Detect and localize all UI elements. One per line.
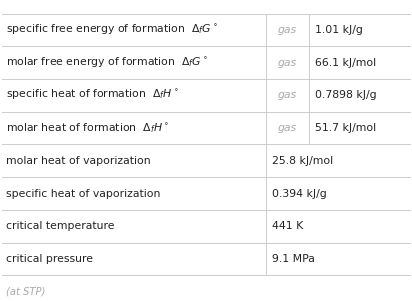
Text: gas: gas [278, 58, 297, 68]
Text: molar heat of vaporization: molar heat of vaporization [6, 156, 151, 166]
Text: molar heat of formation  $\Delta_{f}H^\circ$: molar heat of formation $\Delta_{f}H^\ci… [6, 121, 169, 135]
Text: molar free energy of formation  $\Delta_{f}G^\circ$: molar free energy of formation $\Delta_{… [6, 56, 208, 70]
Text: 441 K: 441 K [272, 221, 303, 231]
Text: specific free energy of formation  $\Delta_{f}G^\circ$: specific free energy of formation $\Delt… [6, 23, 218, 37]
Text: critical pressure: critical pressure [6, 254, 93, 264]
Text: 0.7898 kJ/g: 0.7898 kJ/g [315, 90, 377, 100]
Text: critical temperature: critical temperature [6, 221, 115, 231]
Text: 51.7 kJ/mol: 51.7 kJ/mol [315, 123, 376, 133]
Text: gas: gas [278, 123, 297, 133]
Text: specific heat of vaporization: specific heat of vaporization [6, 189, 161, 199]
Text: 9.1 MPa: 9.1 MPa [272, 254, 315, 264]
Text: 1.01 kJ/g: 1.01 kJ/g [315, 25, 363, 35]
Text: 0.394 kJ/g: 0.394 kJ/g [272, 189, 327, 199]
Text: (at STP): (at STP) [6, 286, 46, 296]
Text: 66.1 kJ/mol: 66.1 kJ/mol [315, 58, 376, 68]
Text: specific heat of formation  $\Delta_{f}H^\circ$: specific heat of formation $\Delta_{f}H^… [6, 88, 179, 102]
Text: gas: gas [278, 25, 297, 35]
Text: 25.8 kJ/mol: 25.8 kJ/mol [272, 156, 333, 166]
Text: gas: gas [278, 90, 297, 100]
